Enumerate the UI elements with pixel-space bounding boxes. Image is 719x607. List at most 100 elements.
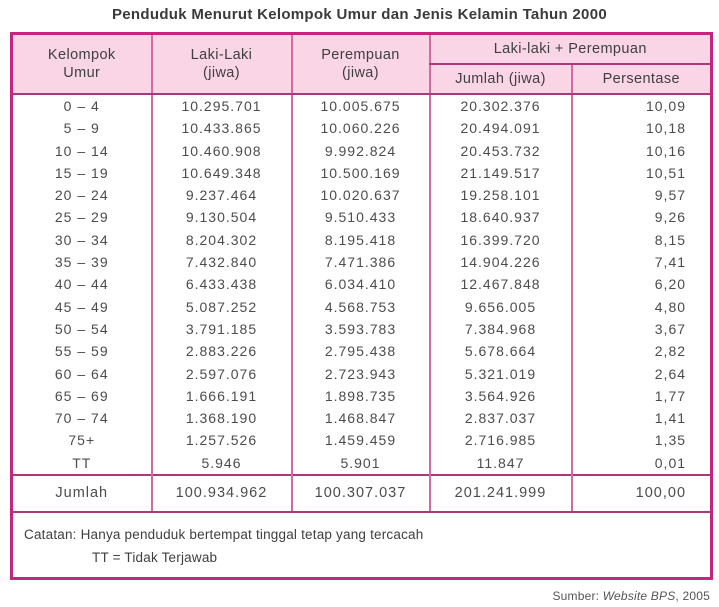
table-row: 75+ 1.257.526 1.459.459 2.716.985 1,35 bbox=[12, 429, 712, 452]
cell-pct: 9,57 bbox=[570, 184, 712, 207]
cell-female: 3.593.783 bbox=[290, 317, 430, 341]
cell-male: 8.204.302 bbox=[150, 228, 292, 252]
total-female: 100.307.037 bbox=[290, 474, 430, 514]
cell-age: 65 – 69 bbox=[54, 387, 109, 404]
cell-female: 1.468.847 bbox=[290, 407, 430, 430]
header-female: Perempuan (jiwa) bbox=[290, 33, 430, 95]
cell-age: 0 – 4 bbox=[63, 98, 100, 114]
cell-total: 2.837.037 bbox=[428, 407, 572, 430]
cell-female: 8.195.418 bbox=[290, 228, 430, 252]
cell-total: 19.258.101 bbox=[428, 184, 572, 207]
cell-pct: 10,18 bbox=[570, 117, 712, 140]
header-male-label: Laki-Laki (jiwa) bbox=[190, 47, 253, 81]
cell-total: 20.494.091 bbox=[428, 117, 572, 140]
cell-age: 10 – 14 bbox=[54, 142, 109, 159]
cell-age: 60 – 64 bbox=[54, 365, 109, 382]
table-footer: Jumlah 100.934.962 100.307.037 201.241.9… bbox=[11, 474, 712, 579]
table-row: 60 – 64 2.597.076 2.723.943 5.321.019 2,64 bbox=[12, 362, 712, 385]
cell-male: 1.257.526 bbox=[150, 429, 292, 452]
header-percentage: Persentase bbox=[570, 64, 712, 95]
header-age-group: Kelompok Umur bbox=[11, 33, 152, 95]
source-suffix: , 2005 bbox=[675, 589, 710, 603]
total-combined: 201.241.999 bbox=[428, 474, 572, 514]
table-row: 30 – 34 8.204.302 8.195.418 16.399.720 8,15 bbox=[12, 228, 712, 252]
cell-female: 6.034.410 bbox=[290, 273, 430, 296]
cell-age: 55 – 59 bbox=[54, 343, 109, 360]
table-row: TT 5.946 5.901 11.847 0,01 bbox=[12, 451, 712, 476]
total-percentage: 100,00 bbox=[570, 474, 712, 514]
cell-female: 10.020.637 bbox=[290, 184, 430, 207]
cell-female: 4.568.753 bbox=[290, 295, 430, 318]
cell-age: 75+ bbox=[68, 432, 96, 449]
cell-pct: 7,41 bbox=[570, 251, 712, 274]
cell-pct: 8,15 bbox=[570, 228, 712, 252]
cell-total: 20.302.376 bbox=[428, 94, 572, 118]
cell-female: 9.992.824 bbox=[290, 139, 430, 162]
source-prefix: Sumber: bbox=[552, 589, 603, 603]
total-row: Jumlah 100.934.962 100.307.037 201.241.9… bbox=[11, 474, 712, 514]
cell-male: 10.649.348 bbox=[150, 161, 292, 185]
cell-age: 40 – 44 bbox=[54, 276, 109, 293]
cell-total: 2.716.985 bbox=[428, 429, 572, 452]
cell-age: 70 – 74 bbox=[54, 410, 109, 427]
source-caption: Sumber: Website BPS, 2005 bbox=[552, 589, 710, 603]
cell-total: 9.656.005 bbox=[428, 295, 572, 318]
note-cell: Catatan: Hanya penduduk bertempat tingga… bbox=[12, 512, 712, 579]
cell-age: 15 – 19 bbox=[54, 164, 109, 181]
total-male: 100.934.962 bbox=[150, 474, 292, 514]
table-row: 40 – 44 6.433.438 6.034.410 12.467.848 6,20 bbox=[12, 273, 712, 296]
cell-female: 2.723.943 bbox=[290, 362, 430, 385]
cell-age: 5 – 9 bbox=[63, 120, 100, 137]
note-line-2: TT = Tidak Terjawab bbox=[92, 550, 218, 566]
cell-age: 35 – 39 bbox=[54, 254, 109, 271]
header-female-label: Perempuan (jiwa) bbox=[321, 47, 400, 81]
cell-female: 1.459.459 bbox=[290, 429, 430, 452]
cell-pct: 1,77 bbox=[570, 384, 712, 408]
table-row: 35 – 39 7.432.840 7.471.386 14.904.226 7,41 bbox=[12, 251, 712, 274]
table-row: 70 – 74 1.368.190 1.468.847 2.837.037 1,41 bbox=[12, 407, 712, 430]
note-line-1: Catatan: Hanya penduduk bertempat tingga… bbox=[24, 527, 424, 543]
table-row: 65 – 69 1.666.191 1.898.735 3.564.926 1,77 bbox=[12, 384, 712, 408]
population-table: Kelompok Umur Laki-Laki (jiwa) Perempuan… bbox=[10, 32, 714, 581]
table-row: 5 – 9 10.433.865 10.060.226 20.494.091 10,18 bbox=[12, 117, 712, 140]
note-row: Catatan: Hanya penduduk bertempat tingga… bbox=[12, 512, 712, 579]
age-rows: 0 – 4 10.295.701 10.005.675 20.302.376 10,09… bbox=[12, 94, 712, 476]
cell-pct: 2,82 bbox=[570, 340, 712, 363]
cell-pct: 9,26 bbox=[570, 206, 712, 229]
cell-age: TT bbox=[72, 454, 92, 471]
cell-total: 12.467.848 bbox=[428, 273, 572, 296]
cell-pct: 6,20 bbox=[570, 273, 712, 296]
cell-total: 3.564.926 bbox=[428, 384, 572, 408]
cell-male: 3.791.185 bbox=[150, 317, 292, 341]
cell-female: 10.500.169 bbox=[290, 161, 430, 185]
cell-total: 21.149.517 bbox=[428, 161, 572, 185]
cell-female: 1.898.735 bbox=[290, 384, 430, 408]
cell-total: 20.453.732 bbox=[428, 139, 572, 162]
header-total: Jumlah (jiwa) bbox=[428, 64, 572, 95]
cell-pct: 10,09 bbox=[570, 94, 712, 118]
cell-total: 16.399.720 bbox=[428, 228, 572, 252]
table-row: 45 – 49 5.087.252 4.568.753 9.656.005 4,80 bbox=[12, 295, 712, 318]
cell-total: 11.847 bbox=[428, 451, 572, 476]
cell-total: 18.640.937 bbox=[428, 206, 572, 229]
cell-age: 25 – 29 bbox=[54, 209, 109, 226]
cell-total: 14.904.226 bbox=[428, 251, 572, 274]
cell-male: 10.460.908 bbox=[150, 139, 292, 162]
cell-male: 9.130.504 bbox=[150, 206, 292, 229]
cell-male: 1.368.190 bbox=[150, 407, 292, 430]
table-row: 20 – 24 9.237.464 10.020.637 19.258.101 9,57 bbox=[12, 184, 712, 207]
table-row: 15 – 19 10.649.348 10.500.169 21.149.517 10,… bbox=[12, 161, 712, 185]
cell-male: 5.946 bbox=[150, 451, 292, 476]
table-row: 25 – 29 9.130.504 9.510.433 18.640.937 9,26 bbox=[12, 206, 712, 229]
header-combined: Laki-laki + Perempuan bbox=[428, 33, 712, 65]
cell-male: 2.883.226 bbox=[150, 340, 292, 363]
table-header: Kelompok Umur Laki-Laki (jiwa) Perempuan… bbox=[11, 33, 712, 95]
cell-male: 7.432.840 bbox=[150, 251, 292, 274]
cell-pct: 3,67 bbox=[570, 317, 712, 341]
source-name: Website BPS bbox=[602, 589, 676, 603]
cell-age: 20 – 24 bbox=[54, 187, 109, 204]
cell-pct: 10,51 bbox=[570, 161, 712, 185]
cell-pct: 4,80 bbox=[570, 295, 712, 318]
cell-female: 7.471.386 bbox=[290, 251, 430, 274]
